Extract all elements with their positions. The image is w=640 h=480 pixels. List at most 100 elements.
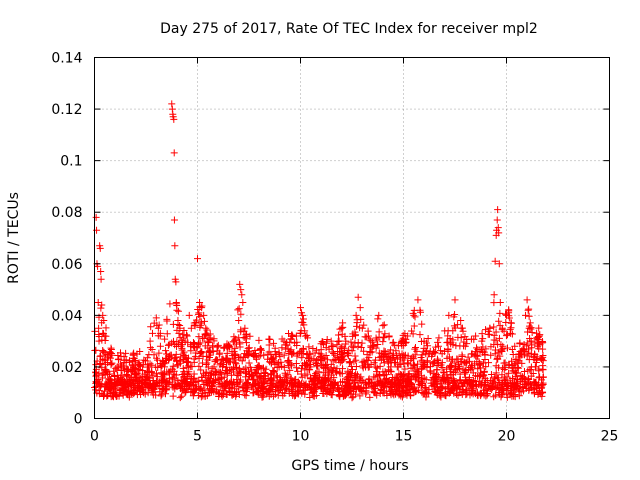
data-point xyxy=(478,379,486,387)
data-point xyxy=(460,342,468,350)
data-point xyxy=(196,303,204,311)
data-point xyxy=(147,368,155,376)
data-point xyxy=(507,388,515,396)
data-point xyxy=(213,347,221,355)
data-point xyxy=(205,338,213,346)
data-point xyxy=(231,359,239,367)
data-point xyxy=(159,358,167,366)
data-point xyxy=(251,347,259,355)
data-point xyxy=(190,389,198,397)
data-point xyxy=(95,330,103,338)
data-point xyxy=(290,349,298,357)
data-point xyxy=(345,370,353,378)
data-point xyxy=(387,389,395,397)
data-point xyxy=(108,359,116,367)
data-point xyxy=(268,355,276,363)
data-point xyxy=(312,384,320,392)
data-point xyxy=(460,358,468,366)
data-point xyxy=(444,327,452,335)
data-point xyxy=(335,337,343,345)
data-point xyxy=(305,350,313,358)
data-point xyxy=(397,360,405,368)
data-point xyxy=(387,367,395,375)
data-point xyxy=(511,380,519,388)
data-point xyxy=(148,329,156,337)
data-point xyxy=(122,388,130,396)
data-point xyxy=(281,369,289,377)
data-point xyxy=(371,382,379,390)
data-point xyxy=(100,369,108,377)
data-point xyxy=(496,378,504,386)
x-tick-label: 10 xyxy=(292,429,310,445)
data-point xyxy=(533,329,541,337)
data-point xyxy=(495,229,503,237)
data-point xyxy=(111,384,119,392)
data-point xyxy=(166,300,174,308)
data-point xyxy=(265,348,273,356)
data-point xyxy=(375,354,383,362)
data-point xyxy=(97,268,105,276)
data-point xyxy=(380,321,388,329)
data-point xyxy=(442,389,450,397)
data-point xyxy=(208,382,216,390)
data-point xyxy=(242,339,250,347)
data-point xyxy=(416,331,424,339)
data-point xyxy=(448,385,456,393)
data-point xyxy=(189,339,197,347)
data-point xyxy=(153,354,161,362)
data-point xyxy=(333,341,341,349)
data-point xyxy=(422,347,430,355)
data-point xyxy=(219,355,227,363)
data-point xyxy=(245,359,253,367)
data-point xyxy=(502,310,510,318)
data-point xyxy=(482,363,490,371)
data-point xyxy=(424,342,432,350)
data-point xyxy=(249,389,257,397)
data-point xyxy=(98,319,106,327)
data-point xyxy=(356,392,364,400)
y-tick-label: 0.1 xyxy=(60,154,82,170)
data-point xyxy=(520,348,528,356)
data-point xyxy=(474,365,482,373)
data-point xyxy=(327,365,335,373)
data-point xyxy=(492,362,500,370)
data-point xyxy=(432,388,440,396)
data-point xyxy=(529,370,537,378)
data-point xyxy=(252,369,260,377)
data-point xyxy=(229,378,237,386)
data-point xyxy=(206,336,214,344)
data-point xyxy=(235,383,243,391)
data-point xyxy=(498,326,506,334)
data-point xyxy=(99,347,107,355)
data-point xyxy=(328,348,336,356)
data-point xyxy=(287,335,295,343)
data-point xyxy=(340,355,348,363)
data-point xyxy=(293,341,301,349)
data-point xyxy=(499,345,507,353)
data-point xyxy=(92,213,100,221)
plot-frame xyxy=(94,57,610,419)
data-point xyxy=(163,315,171,323)
data-point xyxy=(159,386,167,394)
y-tick-label: 0.02 xyxy=(51,360,82,376)
data-point xyxy=(239,383,247,391)
data-point xyxy=(178,392,186,400)
data-point xyxy=(364,327,372,335)
data-point xyxy=(216,390,224,398)
data-point xyxy=(323,335,331,343)
data-point xyxy=(133,383,141,391)
data-point xyxy=(433,355,441,363)
data-point xyxy=(520,368,528,376)
data-point xyxy=(169,320,177,328)
data-point xyxy=(398,387,406,395)
data-point xyxy=(241,324,249,332)
data-point xyxy=(371,356,379,364)
data-point xyxy=(265,335,273,343)
data-point xyxy=(217,391,225,399)
data-point xyxy=(334,331,342,339)
data-point xyxy=(352,356,360,364)
x-axis-label: GPS time / hours xyxy=(291,458,408,474)
x-tick-label: 0 xyxy=(90,429,99,445)
data-point xyxy=(235,317,243,325)
data-point xyxy=(481,355,489,363)
